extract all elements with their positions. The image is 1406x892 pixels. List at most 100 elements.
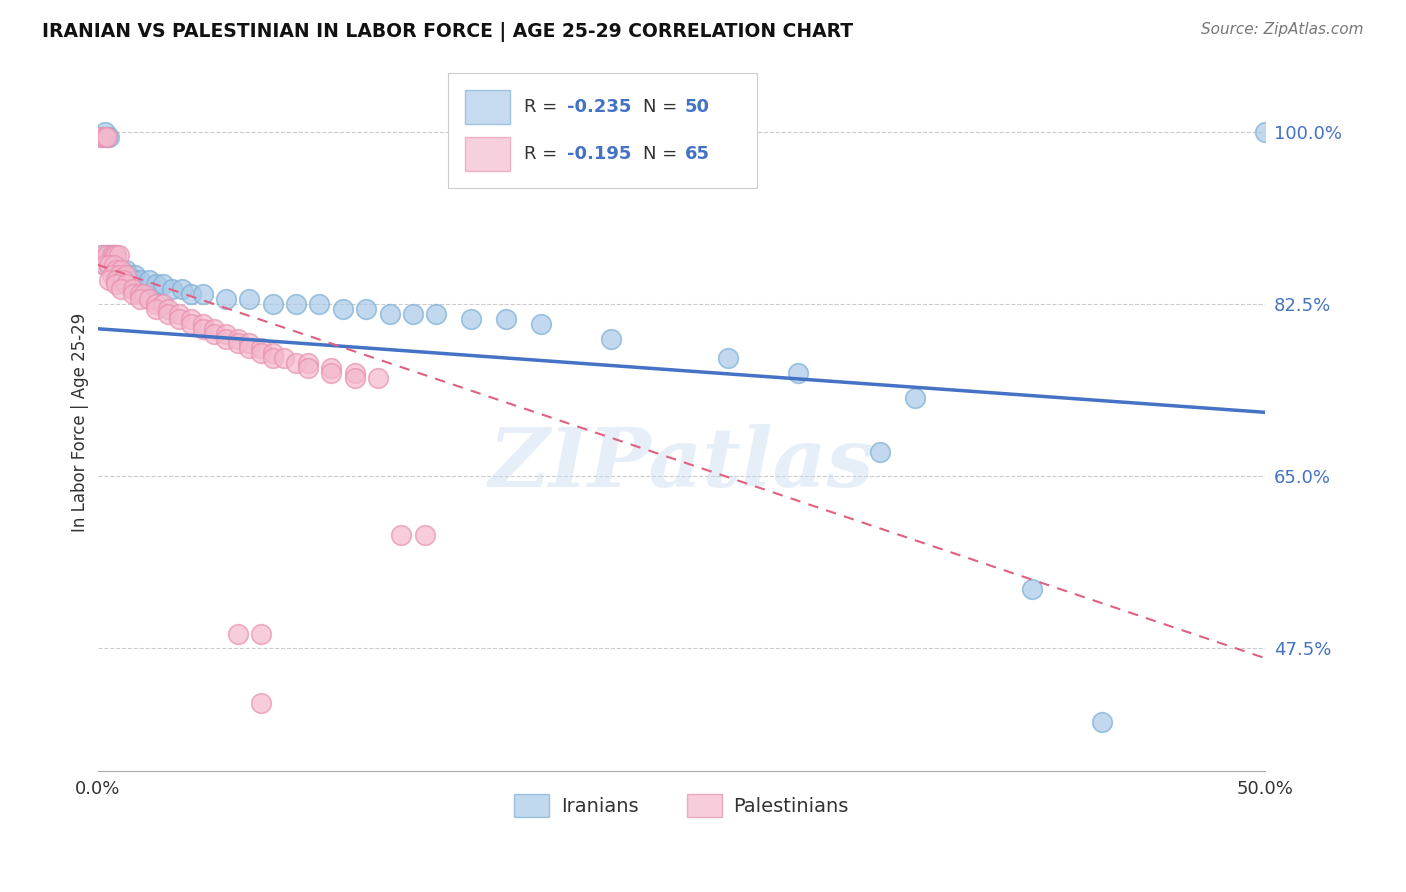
- FancyBboxPatch shape: [449, 73, 758, 188]
- Point: [110, 282, 132, 296]
- Point: [145, 301, 167, 316]
- Point: [107, 248, 129, 262]
- Point: [91, 248, 114, 262]
- Point: [191, 322, 214, 336]
- Point: [787, 366, 810, 380]
- Point: [105, 277, 128, 292]
- Point: [297, 361, 319, 376]
- Point: [93, 125, 115, 139]
- Point: [98, 258, 121, 272]
- Point: [103, 258, 125, 272]
- Point: [100, 268, 122, 282]
- Point: [114, 268, 136, 282]
- Point: [226, 336, 249, 351]
- Point: [91, 248, 114, 262]
- Text: -0.235: -0.235: [567, 98, 631, 116]
- Point: [91, 129, 114, 144]
- Point: [226, 626, 249, 640]
- Point: [128, 292, 150, 306]
- Point: [93, 258, 115, 272]
- Point: [191, 317, 214, 331]
- Point: [425, 307, 447, 321]
- Bar: [465, 90, 510, 124]
- Point: [343, 366, 366, 380]
- Point: [117, 268, 139, 282]
- Point: [285, 356, 308, 370]
- Point: [156, 301, 179, 316]
- Point: [215, 326, 238, 341]
- Point: [105, 248, 128, 262]
- Point: [413, 528, 436, 542]
- Point: [170, 282, 193, 296]
- Point: [1091, 715, 1114, 730]
- Point: [98, 258, 121, 272]
- Point: [495, 312, 517, 326]
- Point: [114, 277, 136, 292]
- Point: [103, 248, 125, 262]
- Point: [110, 262, 132, 277]
- Text: N =: N =: [643, 98, 683, 116]
- Point: [354, 301, 377, 316]
- Point: [202, 326, 225, 341]
- Point: [114, 262, 136, 277]
- Bar: [465, 137, 510, 170]
- Point: [180, 287, 202, 301]
- Point: [238, 292, 260, 306]
- Point: [717, 351, 740, 366]
- Point: [89, 129, 111, 144]
- Y-axis label: In Labor Force | Age 25-29: In Labor Force | Age 25-29: [72, 312, 89, 532]
- Point: [121, 282, 143, 296]
- Point: [96, 248, 118, 262]
- Point: [389, 528, 412, 542]
- Point: [100, 248, 122, 262]
- Point: [250, 696, 273, 710]
- Point: [215, 292, 238, 306]
- Point: [145, 277, 167, 292]
- Point: [297, 356, 319, 370]
- Point: [152, 297, 174, 311]
- Point: [98, 272, 121, 286]
- Point: [191, 287, 214, 301]
- Point: [262, 346, 284, 360]
- Point: [105, 262, 128, 277]
- Point: [121, 272, 143, 286]
- Point: [112, 272, 135, 286]
- Point: [96, 248, 118, 262]
- Text: 50: 50: [685, 98, 710, 116]
- Point: [145, 297, 167, 311]
- Point: [103, 258, 125, 272]
- Point: [96, 129, 118, 144]
- Point: [262, 297, 284, 311]
- Point: [98, 248, 121, 262]
- Point: [128, 272, 150, 286]
- Point: [107, 268, 129, 282]
- Point: [308, 297, 330, 311]
- Point: [378, 307, 401, 321]
- Point: [103, 248, 125, 262]
- Text: N =: N =: [643, 145, 683, 163]
- Text: Source: ZipAtlas.com: Source: ZipAtlas.com: [1201, 22, 1364, 37]
- Text: R =: R =: [524, 98, 562, 116]
- Point: [238, 342, 260, 356]
- Point: [93, 258, 115, 272]
- Point: [250, 626, 273, 640]
- Text: ZIPatlas: ZIPatlas: [489, 424, 875, 504]
- Point: [128, 287, 150, 301]
- Point: [904, 391, 927, 405]
- Point: [96, 129, 118, 144]
- Point: [110, 268, 132, 282]
- Point: [152, 277, 174, 292]
- Point: [169, 307, 191, 321]
- Point: [238, 336, 260, 351]
- Point: [285, 297, 308, 311]
- Point: [180, 312, 202, 326]
- Point: [332, 301, 354, 316]
- Point: [162, 282, 184, 296]
- Point: [343, 371, 366, 385]
- Point: [215, 332, 238, 346]
- Point: [105, 272, 128, 286]
- Text: -0.195: -0.195: [567, 145, 631, 163]
- Point: [180, 317, 202, 331]
- Point: [250, 346, 273, 360]
- Point: [121, 287, 143, 301]
